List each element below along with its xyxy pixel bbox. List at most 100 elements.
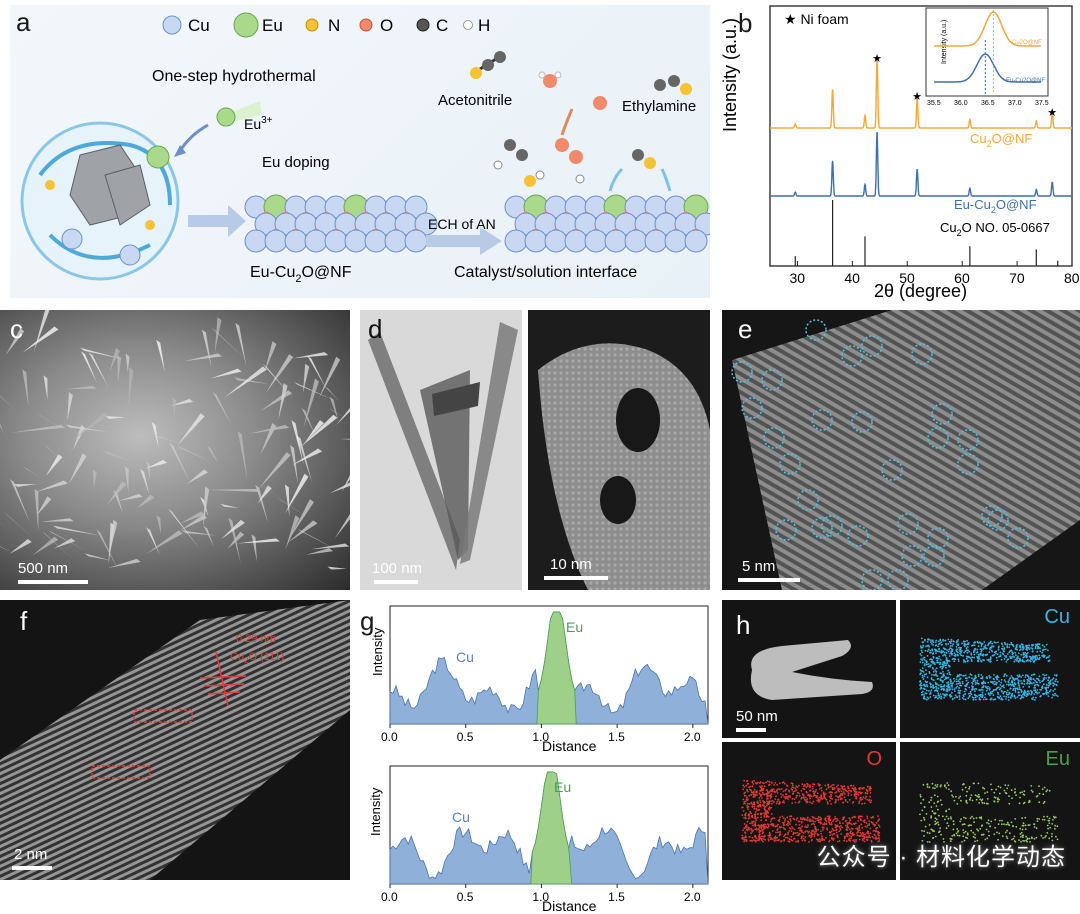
map-cu-dot <box>986 687 989 690</box>
map-cu-dot <box>1028 679 1030 682</box>
map-cu-dot <box>926 676 929 679</box>
map-cu-dot <box>939 638 942 641</box>
map-o-dot <box>762 828 765 831</box>
map-o-dot <box>781 781 784 784</box>
map-eu-dot <box>937 800 940 803</box>
eu-site-marker-22 <box>987 509 1009 531</box>
map-o-dot <box>759 804 762 807</box>
map-eu-dot <box>1051 839 1054 842</box>
map-eu-dot <box>1024 824 1027 827</box>
map-o-dot <box>836 840 839 843</box>
eu-site-marker-19 <box>897 513 919 535</box>
map-eu-dot <box>926 786 929 788</box>
map-eu-dot <box>968 786 971 788</box>
map-o-dot <box>767 824 770 826</box>
map-o-dot <box>783 839 785 842</box>
map-eu-dot <box>931 830 934 832</box>
map-eu-dot <box>1043 815 1045 818</box>
map-cu-dot <box>939 642 941 645</box>
map-cu-dot <box>959 653 962 655</box>
g1-xtick-label-4: 2.0 <box>684 730 701 744</box>
map-cu-dot <box>1036 650 1039 653</box>
map-eu-dot <box>962 829 965 831</box>
map-cu-dot <box>938 684 940 687</box>
map-o-dot <box>779 816 782 819</box>
map-o-dot <box>750 812 753 815</box>
map-o-dot <box>818 784 820 787</box>
sem-flake <box>237 431 248 481</box>
panel-e-haadf: e 5 nm <box>722 310 1080 590</box>
map-cu-dot <box>979 689 982 692</box>
map-o-dot <box>774 835 777 838</box>
map-o-dot <box>761 835 763 838</box>
sem-flake <box>207 488 261 492</box>
map-cu-dot <box>971 696 974 699</box>
map-cu-dot <box>935 687 938 689</box>
map-o-dot <box>839 798 842 801</box>
map-o-dot <box>751 791 754 794</box>
map-cu-dot <box>1025 695 1028 698</box>
map-o-dot <box>850 827 853 830</box>
map-o-dot <box>755 817 757 820</box>
map-o-dot <box>806 830 809 832</box>
map-o-dot <box>822 791 825 794</box>
map-o-dot <box>777 798 779 801</box>
map-cu-dot <box>988 651 991 653</box>
map-o-dot <box>793 837 795 840</box>
map-cu-dot <box>931 674 933 676</box>
map-cu-dot <box>974 674 977 677</box>
map-o-dot <box>877 820 879 822</box>
sem-flakes <box>0 310 350 570</box>
map-eu-dot <box>1046 824 1049 827</box>
map-eu-dot <box>977 829 980 832</box>
map-o-dot <box>861 815 863 818</box>
map-o-dot <box>743 794 746 797</box>
map-o-dot <box>833 833 836 835</box>
map-cu-dot <box>996 675 998 678</box>
map-o-dot <box>848 828 851 831</box>
map-eu-dot <box>949 837 952 840</box>
map-eu-dot <box>1054 824 1056 827</box>
map-eu-dot <box>921 839 924 842</box>
map-cu-dot <box>1003 679 1006 681</box>
map-o-dot <box>802 817 805 820</box>
map-o-dot <box>744 814 747 817</box>
map-eu-dot <box>966 832 969 835</box>
eu-site-marker-20 <box>927 527 949 549</box>
map-o-dot <box>869 836 871 839</box>
map-o-dot <box>836 836 839 839</box>
map-cu-dot <box>989 691 992 693</box>
map-o-dot <box>841 797 843 800</box>
map-cu-dot <box>953 680 956 682</box>
map-cu-dot <box>1006 689 1009 692</box>
map-o-dot <box>800 821 803 824</box>
map-cu-dot <box>956 675 959 678</box>
map-cu-dot <box>1047 686 1050 689</box>
panel-a-schematic: Cu Eu N O C H One-step hydrothermal Eu3+ <box>20 12 710 285</box>
map-eu-dot <box>980 816 983 819</box>
map-cu-dot <box>944 639 947 642</box>
map-o-dot <box>757 806 760 808</box>
map-cu-dot <box>940 651 942 653</box>
map-cu-dot <box>1035 654 1037 657</box>
sem-flake <box>52 525 101 536</box>
map-o-dot <box>743 816 746 819</box>
map-cu-dot <box>1017 657 1020 659</box>
map-o-dot <box>827 817 830 820</box>
map-cu-dot <box>1010 675 1013 677</box>
map-cu-dot <box>935 639 938 642</box>
map-cu-dot <box>923 694 925 696</box>
map-cu-dot <box>1023 660 1026 663</box>
map-o-dot <box>819 798 822 800</box>
map-o-dot <box>771 800 774 802</box>
map-cu-dot <box>948 640 951 643</box>
map-cu-dot <box>932 686 934 689</box>
map-eu-dot <box>966 790 968 793</box>
map-o-dot <box>840 792 842 795</box>
map-o-dot <box>758 827 761 829</box>
map-o-dot <box>800 797 803 800</box>
map-o-dot <box>788 840 791 843</box>
map-o-dot <box>764 793 766 796</box>
eu-site-marker-26 <box>923 545 945 567</box>
map-eu-dot <box>996 831 998 834</box>
